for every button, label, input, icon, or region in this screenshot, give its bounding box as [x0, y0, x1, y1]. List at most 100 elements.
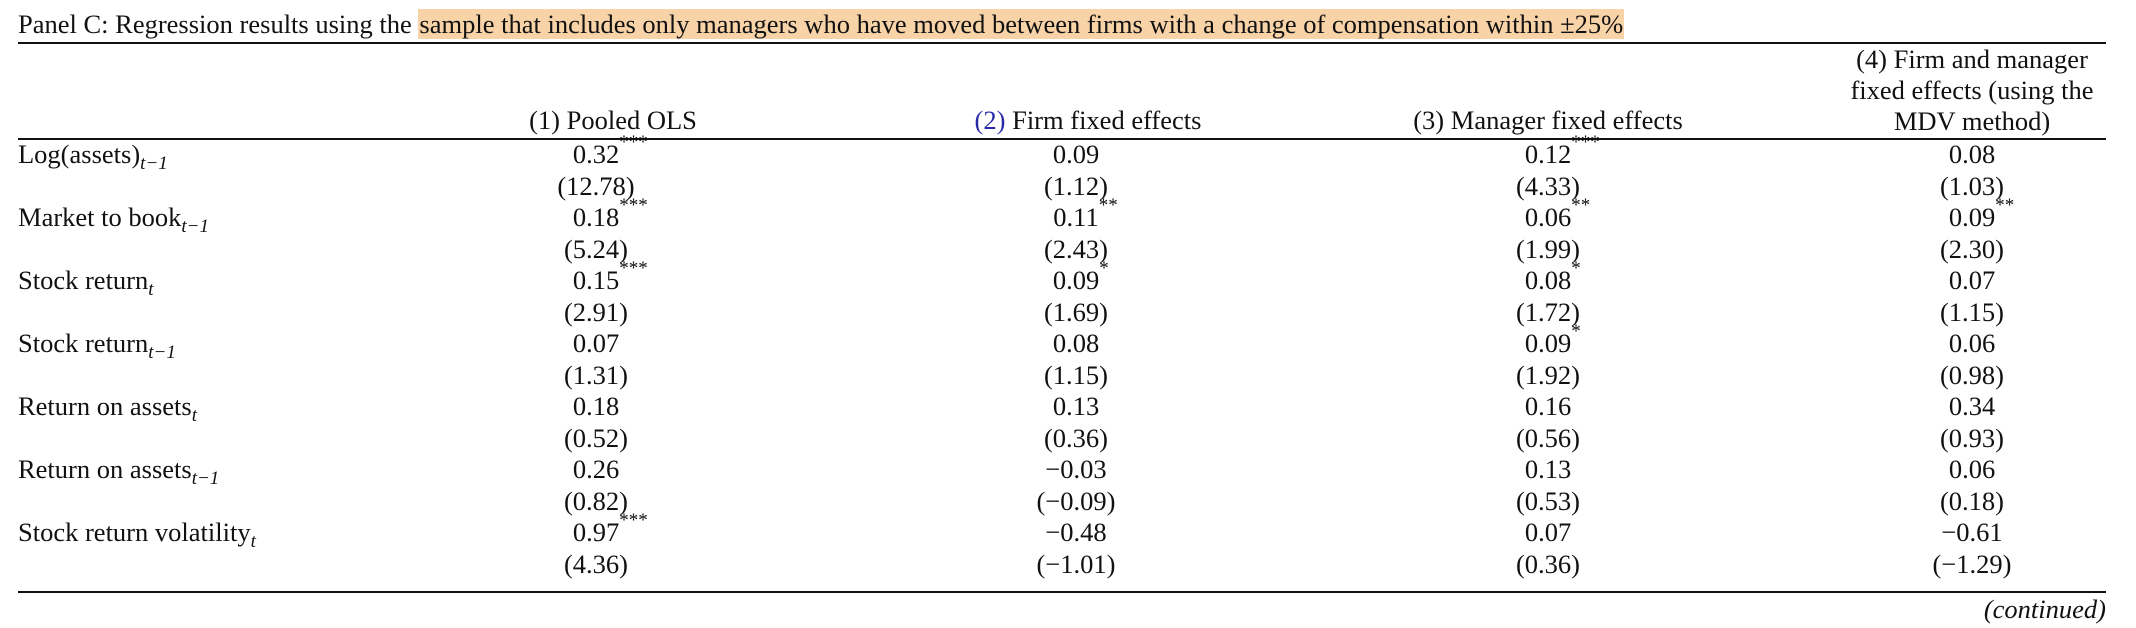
row-label-text: Stock return	[18, 328, 149, 358]
column-header-manager-fe: (3) Manager fixed effects	[1413, 105, 1683, 135]
t-statistic-cell: (0.36)	[1043, 422, 1109, 453]
column-header-pooled-ols: (1) Pooled OLS	[529, 105, 697, 135]
t-statistic-cell: (−1.29)	[1932, 548, 2012, 579]
row-label-subscript: t	[250, 531, 256, 552]
t-statistic-cell: (0.82)	[563, 485, 629, 516]
row-label-text: Stock return volatility	[18, 517, 251, 547]
coefficient-cell: 0.18	[496, 391, 696, 421]
t-statistic-cell: (1.15)	[1043, 359, 1109, 390]
t-statistic-cell: (1.92)	[1515, 359, 1581, 390]
row-label: Return on assetst	[18, 391, 197, 425]
coefficient-cell: 0.09 *	[1524, 321, 1581, 358]
t-statistic-cell: (1.12)	[1043, 170, 1109, 201]
t-statistic-cell: (1.03)	[1939, 170, 2005, 201]
column-header-firm-fe-text: Firm fixed effects	[1005, 105, 1202, 135]
coefficient-cell: 0.16	[1448, 391, 1648, 421]
row-label: Stock return volatilityt	[18, 517, 256, 551]
t-statistic-cell: (4.33)	[1515, 170, 1581, 201]
t-statistic-cell: (5.24)	[563, 233, 629, 264]
table-header-rule	[18, 138, 2106, 140]
coefficient-cell: 0.26	[496, 454, 696, 484]
coefficient-value: 0.09	[1524, 328, 1572, 358]
coefficient-value: 0.09	[1948, 202, 1996, 232]
coefficient-value: 0.12	[1524, 139, 1572, 169]
coefficient-cell: 0.08	[1872, 139, 2072, 169]
t-statistic-cell: (−1.01)	[1036, 548, 1116, 579]
coefficient-value: −0.61	[1941, 517, 2003, 547]
t-statistic-cell: (0.52)	[563, 422, 629, 453]
t-statistic-cell: (12.78)	[557, 170, 635, 201]
row-label-subscript: t−1	[148, 342, 176, 363]
t-statistic-cell: (0.93)	[1939, 422, 2005, 453]
coefficient-value: 0.06	[1524, 202, 1572, 232]
t-statistic-cell: (1.15)	[1939, 296, 2005, 327]
coefficient-cell: 0.34	[1872, 391, 2072, 421]
t-statistic-cell: (0.98)	[1939, 359, 2005, 390]
coefficient-value: −0.48	[1045, 517, 1107, 547]
row-label-text: Return on assets	[18, 454, 192, 484]
row-label-subscript: t−1	[181, 216, 209, 237]
row-label-text: Log(assets)	[18, 139, 141, 169]
coefficient-cell: 0.07	[1448, 517, 1648, 547]
t-statistic-cell: (1.72)	[1515, 296, 1581, 327]
coefficient-value: 0.15	[572, 265, 620, 295]
table-bottom-rule	[18, 591, 2106, 593]
row-label: Return on assetst−1	[18, 454, 219, 488]
coefficient-cell: 0.09	[976, 139, 1176, 169]
panel-title-highlight[interactable]: sample that includes only managers who h…	[418, 9, 1625, 39]
coefficient-value: 0.16	[1524, 391, 1572, 421]
coefficient-cell: 0.06	[1872, 328, 2072, 358]
regression-table-page: Panel C: Regression results using the sa…	[18, 0, 2106, 628]
coefficient-value: 0.06	[1948, 328, 1996, 358]
row-label-text: Return on assets	[18, 391, 192, 421]
coefficient-value: 0.08	[1948, 139, 1996, 169]
coefficient-value: 0.07	[1524, 517, 1572, 547]
coefficient-value: 0.06	[1948, 454, 1996, 484]
coefficient-cell: −0.61	[1872, 517, 2072, 547]
t-statistic-cell: (−0.09)	[1036, 485, 1116, 516]
panel-title-prefix: Panel C: Regression results using the	[18, 9, 419, 39]
t-statistic-cell: (4.36)	[563, 548, 629, 579]
coefficient-cell: 0.06 **	[1524, 195, 1591, 232]
t-statistic-cell: (0.18)	[1939, 485, 2005, 516]
row-label-subscript: t	[148, 279, 154, 300]
coefficient-value: 0.07	[572, 328, 620, 358]
coefficient-value: 0.08	[1052, 328, 1100, 358]
coefficient-value: 0.18	[572, 391, 620, 421]
coefficient-value: 0.26	[572, 454, 620, 484]
t-statistic-cell: (1.99)	[1515, 233, 1581, 264]
row-label: Stock returnt−1	[18, 328, 176, 362]
column-header-firm-manager-fe: (4) Firm and manager fixed effects (usin…	[1850, 44, 2094, 136]
coefficient-cell: 0.13	[976, 391, 1176, 421]
coefficient-value: 0.32	[572, 139, 620, 169]
column-header-firm-fe: (2) Firm fixed effects	[938, 105, 1238, 136]
coefficient-value: 0.97	[572, 517, 620, 547]
coefficient-cell: 0.09 **	[1948, 195, 2015, 232]
coefficient-value: 0.09	[1052, 265, 1100, 295]
coefficient-cell: 0.13	[1448, 454, 1648, 484]
row-label: Market to bookt−1	[18, 202, 209, 236]
column-header-firm-fe-number: (2)	[974, 105, 1006, 135]
coefficient-cell: 0.97 ***	[572, 510, 648, 547]
coefficient-cell: 0.32 ***	[572, 132, 648, 169]
coefficient-value: 0.34	[1948, 391, 1996, 421]
coefficient-value: 0.13	[1052, 391, 1100, 421]
coefficient-cell: 0.12 ***	[1524, 132, 1600, 169]
t-statistic-cell: (1.69)	[1043, 296, 1109, 327]
coefficient-cell: 0.09 *	[1052, 258, 1109, 295]
row-label: Stock returnt	[18, 265, 154, 299]
coefficient-cell: −0.48	[976, 517, 1176, 547]
coefficient-value: 0.08	[1524, 265, 1572, 295]
coefficient-cell: 0.15 ***	[572, 258, 648, 295]
coefficient-cell: 0.07	[496, 328, 696, 358]
coefficient-value: 0.11	[1053, 202, 1099, 232]
coefficient-value: 0.18	[572, 202, 620, 232]
coefficient-cell: 0.08	[976, 328, 1176, 358]
coefficient-value: 0.09	[1052, 139, 1100, 169]
coefficient-value: 0.13	[1524, 454, 1572, 484]
t-statistic-cell: (2.30)	[1939, 233, 2005, 264]
coefficient-cell: 0.08 *	[1524, 258, 1581, 295]
continued-note: (continued)	[1983, 594, 2106, 624]
t-statistic-cell: (0.36)	[1515, 548, 1581, 579]
table-top-rule	[18, 42, 2106, 44]
